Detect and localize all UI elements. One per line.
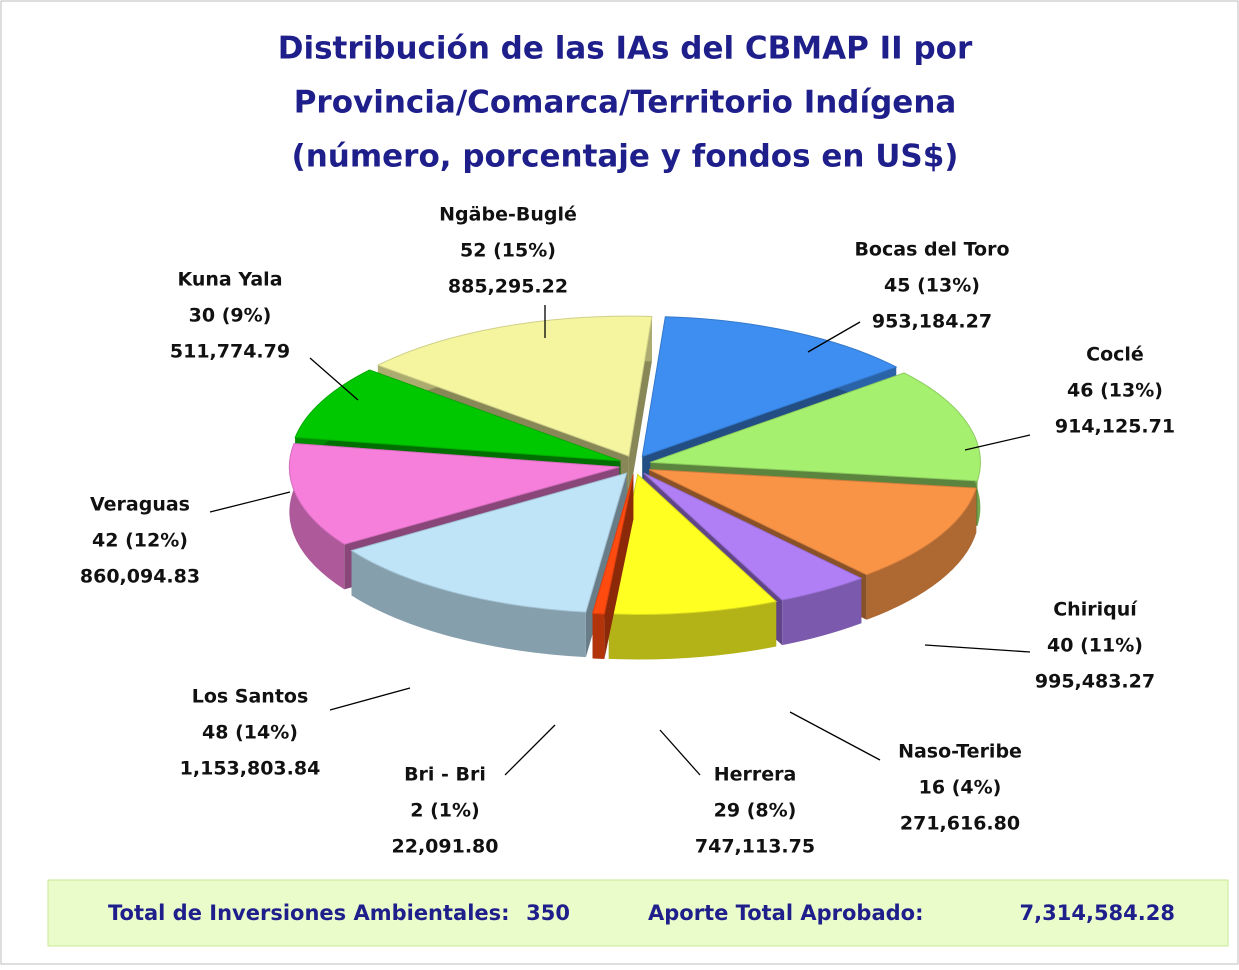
leader-line: [209, 491, 291, 513]
data-label-name: Chiriquí: [1053, 599, 1138, 621]
leader-line: [504, 724, 556, 776]
chart-title: Distribución de las IAs del CBMAP II por: [278, 31, 973, 67]
data-label-name: Kuna Yala: [177, 269, 282, 291]
data-label-name: Bri - Bri: [404, 764, 486, 786]
slice-edge: [592, 613, 605, 660]
leader-line: [659, 729, 701, 776]
data-label-value: 2 (1%): [410, 800, 479, 822]
data-label-funds: 747,113.75: [695, 836, 815, 858]
data-label-name: Ngäbe-Buglé: [439, 204, 577, 226]
leader-line: [964, 434, 1031, 451]
slice-top: [641, 316, 898, 458]
data-label-funds: 860,094.83: [80, 566, 200, 588]
data-label-funds: 22,091.80: [392, 836, 499, 858]
slice-edge: [289, 443, 345, 590]
data-label-value: 29 (8%): [714, 800, 797, 822]
data-label-value: 45 (13%): [884, 275, 980, 297]
data-label-funds: 271,616.80: [900, 813, 1020, 835]
footer-funds: 7,314,584.28: [1020, 901, 1175, 925]
footer-funds-label: Aporte Total Aprobado:: [648, 901, 923, 925]
data-label-value: 52 (15%): [460, 240, 556, 262]
data-label-name: Bocas del Toro: [854, 239, 1009, 261]
footer-count: 350: [526, 901, 570, 925]
slice-top: [376, 315, 653, 457]
slice-top: [650, 372, 981, 482]
chart-title: Provincia/Comarca/Territorio Indígena: [294, 85, 957, 121]
slice-edge: [351, 550, 586, 658]
slice-edge: [608, 601, 777, 660]
data-label-value: 40 (11%): [1047, 635, 1143, 657]
data-label-name: Los Santos: [192, 686, 309, 708]
data-label-funds: 953,184.27: [872, 311, 992, 333]
slice: [608, 473, 778, 660]
leader-line: [807, 321, 861, 353]
data-label-value: 42 (12%): [92, 530, 188, 552]
data-label-funds: 1,153,803.84: [180, 758, 321, 780]
data-label-value: 30 (9%): [189, 305, 272, 327]
data-label-name: Veraguas: [90, 494, 190, 516]
data-label-value: 16 (4%): [919, 777, 1002, 799]
slice-top: [591, 474, 634, 615]
data-label-name: Naso-Teribe: [898, 741, 1022, 763]
leader-line: [309, 357, 359, 401]
slice-top: [294, 369, 621, 462]
leader-line: [789, 711, 881, 761]
chart-title: (número, porcentaje y fondos en US$): [292, 139, 959, 175]
data-label-funds: 885,295.22: [448, 276, 568, 298]
slice-top: [288, 442, 620, 545]
data-label-value: 48 (14%): [202, 722, 298, 744]
slice-top: [648, 469, 977, 576]
data-label-value: 46 (13%): [1067, 380, 1163, 402]
slice-edge: [782, 578, 862, 646]
slice-side: [628, 316, 652, 502]
slice: [591, 474, 634, 660]
slice-edge: [866, 488, 977, 620]
data-label-name: Herrera: [714, 764, 797, 786]
footer-box: [47, 879, 1229, 947]
slice-top: [608, 473, 778, 615]
data-label-funds: 995,483.27: [1035, 671, 1155, 693]
footer-count-label: Total de Inversiones Ambientales:: [108, 901, 510, 925]
data-label-name: Coclé: [1086, 344, 1144, 366]
leader-line: [924, 644, 1031, 653]
data-label-funds: 914,125.71: [1055, 416, 1175, 438]
leader-line: [329, 687, 411, 711]
slice-top: [643, 472, 863, 601]
slice-top: [350, 472, 628, 613]
data-label-funds: 511,774.79: [170, 341, 290, 363]
slice: [350, 472, 628, 658]
